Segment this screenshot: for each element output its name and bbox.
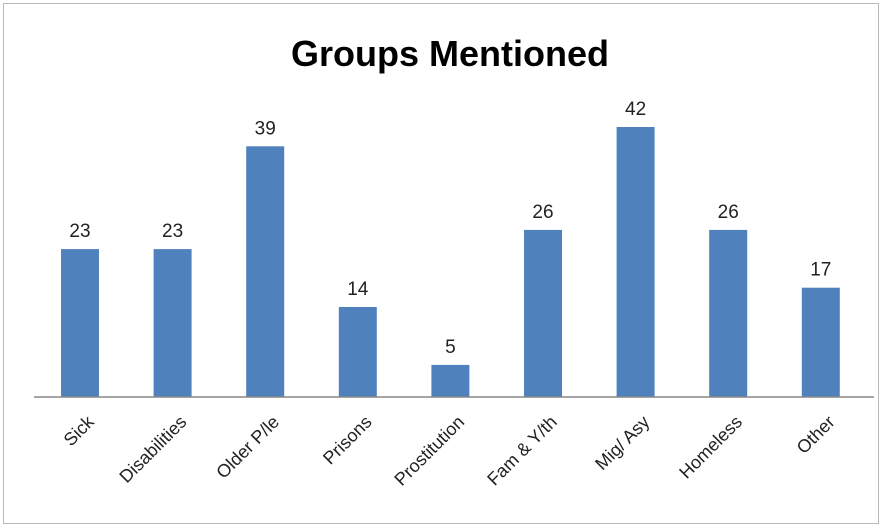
data-label-older-p-le: 39 [255,118,276,139]
tick-label-prostitution: Prostitution [390,412,468,490]
bar-homeless [709,229,748,397]
bar-prisons [338,307,377,397]
tick-label-other: Other [793,412,839,458]
bar-other [801,287,840,397]
data-label-other: 17 [810,260,831,281]
tick-label-sick: Sick [60,411,99,450]
bars-group [61,127,840,397]
tick-label-prisons: Prisons [319,412,376,469]
tick-label-homeless: Homeless [675,412,746,483]
bar-older-p-le [246,146,285,397]
tick-label-disabilities: Disabilities [116,412,191,487]
data-label-prostitution: 5 [445,337,456,358]
bar-sick [61,249,99,397]
bar-prostitution [431,364,470,397]
bar-fam-y-th [524,229,562,397]
data-labels-group: 23 23 39 14 5 26 42 26 17 [69,99,831,358]
data-label-fam-y-th: 26 [532,202,553,223]
data-label-prisons: 14 [347,279,369,300]
tick-label-mig-asy: Mig/ Asy [591,412,653,474]
bar-disabilities [153,249,192,397]
tick-label-fam-y-th: Fam & Y/th [483,412,561,490]
tick-labels-group: Sick Disabilities Older P/le Prisons Prostit… [60,411,839,490]
tick-label-older-p-le: Older P/le [212,412,283,483]
data-label-mig-asy: 42 [625,99,646,120]
chart-title: Groups Mentioned [291,33,609,74]
data-label-homeless: 26 [718,202,739,223]
data-label-disabilities: 23 [162,221,183,242]
data-label-sick: 23 [69,221,90,242]
bar-mig-asy [616,127,655,397]
